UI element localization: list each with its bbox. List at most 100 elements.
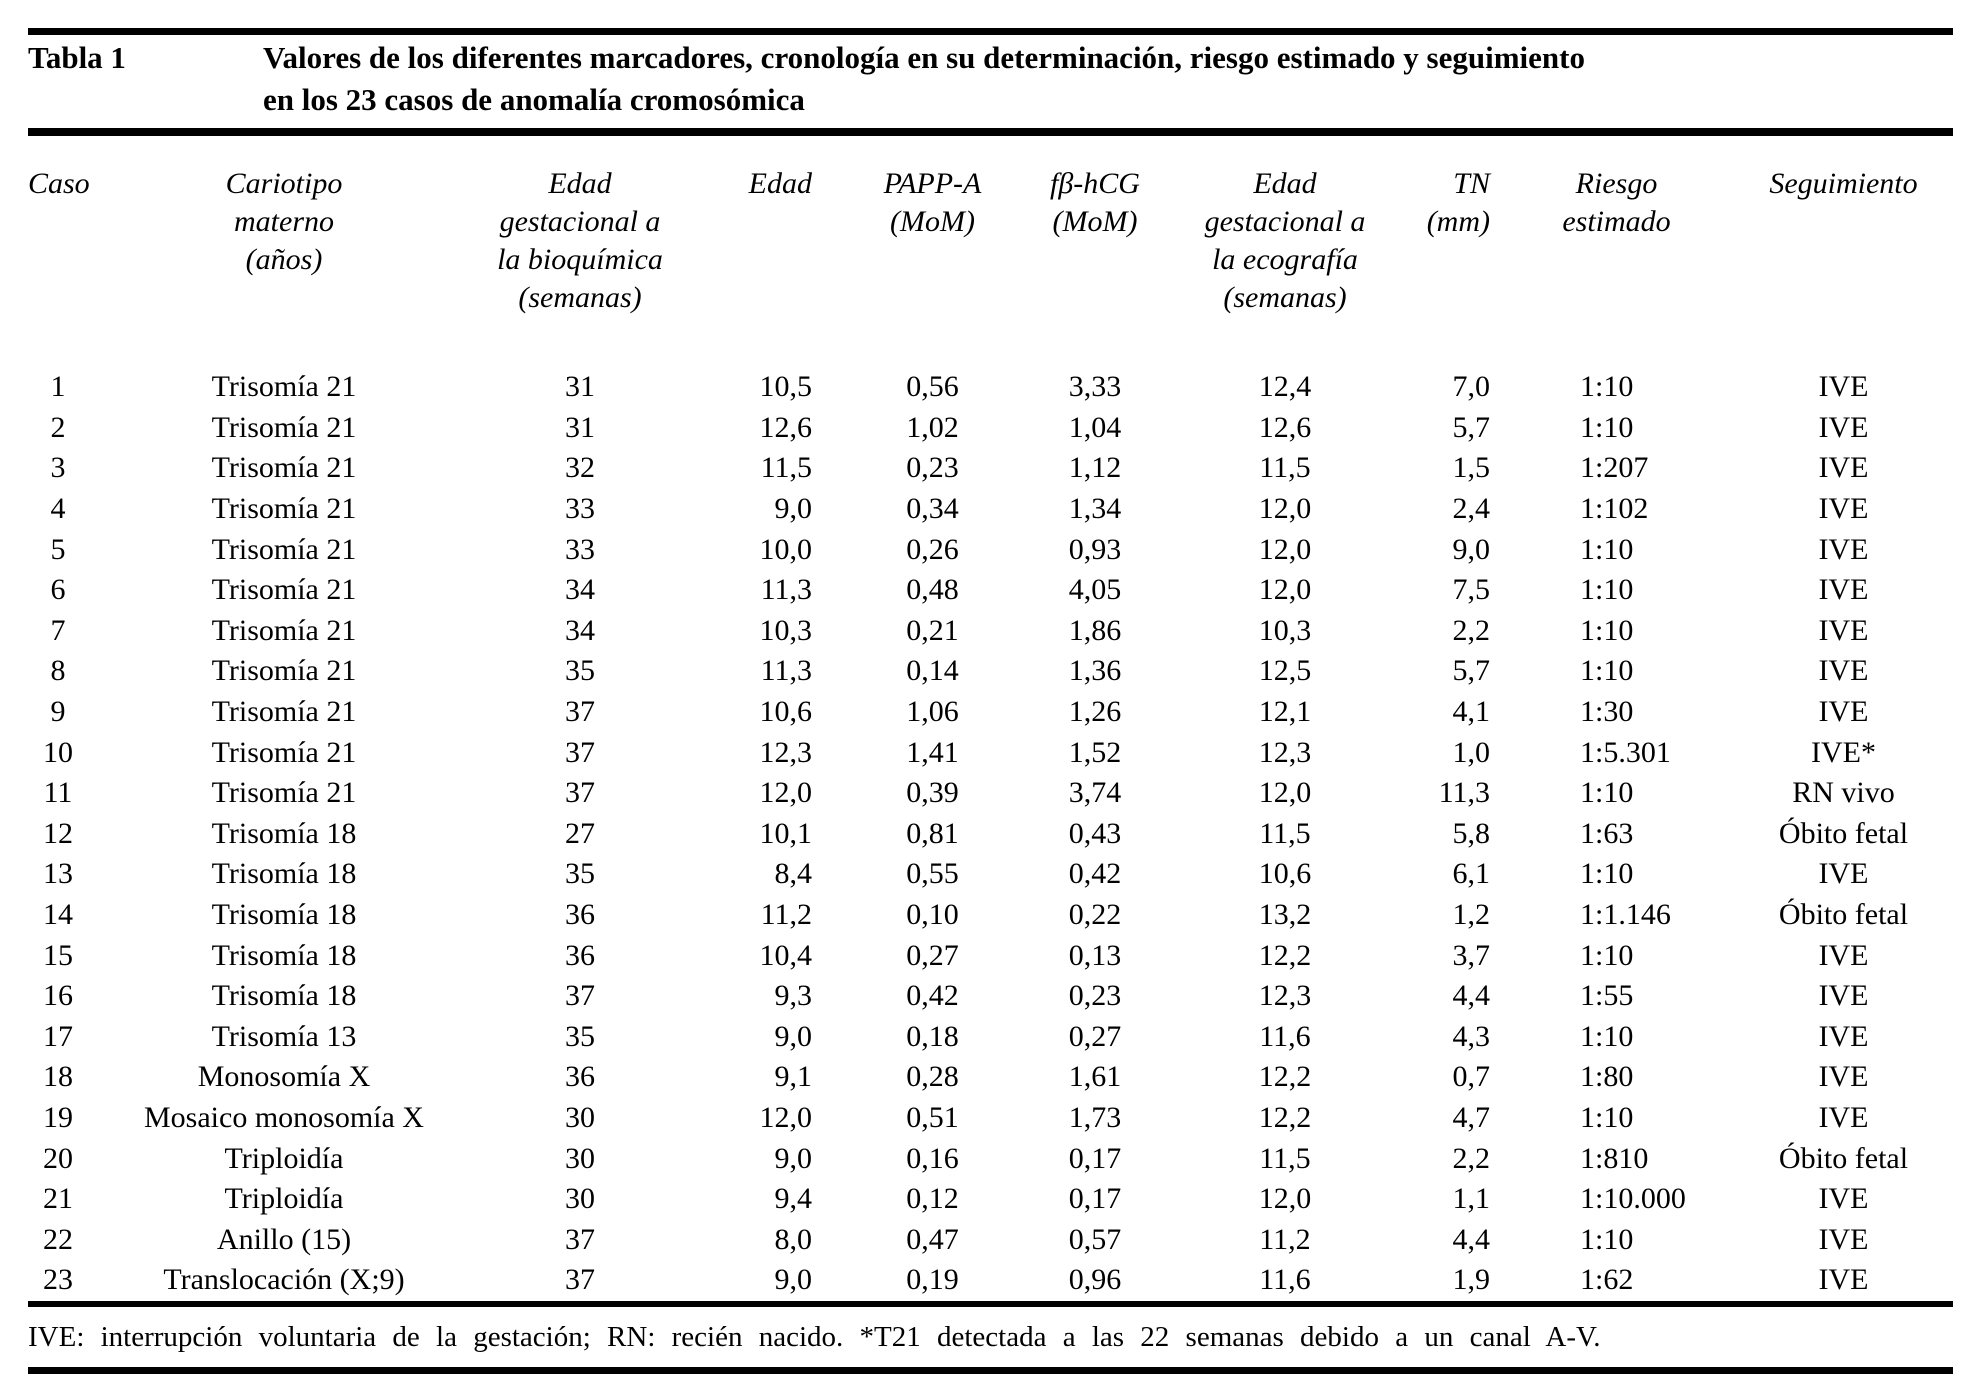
table-cell: 0,43 — [1068, 816, 1122, 850]
table-row: 7 Trisomía 21 34 10,3 0,21 1,86 10,3 2,2 1:10 IVE — [28, 611, 1952, 652]
table-cell: Trisomía 18 — [211, 816, 357, 850]
table-cell: 1:102 — [1580, 492, 1649, 526]
column-header-line: PAPP-A — [883, 167, 982, 200]
table-title-line1: Valores de los diferentes marcadores, cr… — [263, 40, 1585, 75]
table-cell: IVE — [1818, 938, 1869, 972]
table-cell: 2,2 — [1452, 613, 1491, 647]
table-row: 20 Triploidía 30 9,0 0,16 0,17 11,5 2,2 1:810 Óbi… — [28, 1138, 1952, 1179]
table-cell: 0,42 — [906, 979, 959, 1013]
column-header: Caso — [28, 136, 90, 367]
table-cell: 36 — [565, 898, 595, 932]
column-header: Cariotipo materno (años) — [88, 136, 480, 367]
bottom-rule — [28, 1367, 1953, 1374]
table-cell: 9,0 — [774, 1019, 813, 1053]
table-cell: 0,23 — [906, 451, 959, 485]
table-cell: 12,3 — [1258, 735, 1312, 769]
column-header: Edad — [680, 136, 830, 367]
table-cell: 7,0 — [1452, 370, 1491, 404]
table-cell: 35 — [565, 1019, 595, 1053]
table-cell: Monosomía X — [197, 1060, 371, 1094]
column-header-line: Seguimiento — [1769, 167, 1918, 200]
table-cell: Trisomía 21 — [211, 532, 357, 566]
table-cell: 9,0 — [774, 1263, 813, 1297]
table-cell: 0,81 — [906, 816, 959, 850]
table-cell: 37 — [565, 979, 595, 1013]
table-row: 2 Trisomía 21 31 12,6 1,02 1,04 12,6 5,7 1:10 IVE — [28, 408, 1952, 449]
table-cell: Trisomía 21 — [211, 695, 357, 729]
table-cell: 4,1 — [1452, 695, 1491, 729]
table-cell: 10 — [43, 735, 73, 769]
table-cell: 0,10 — [906, 898, 959, 932]
table-cell: 36 — [565, 1060, 595, 1094]
table-cell: 12,3 — [1258, 979, 1312, 1013]
table-cell: 8,0 — [774, 1222, 813, 1256]
table-cell: 2,4 — [1452, 492, 1491, 526]
column-header-line: Edad — [748, 167, 812, 200]
table-title: Valores de los diferentes marcadores, cr… — [263, 37, 1953, 121]
table-cell: 9 — [50, 695, 66, 729]
table-row: 14 Trisomía 18 36 11,2 0,10 0,22 13,2 1,2 1:1.14… — [28, 895, 1952, 936]
table-cell: 30 — [565, 1141, 595, 1175]
table-cell: 0,48 — [906, 573, 959, 607]
table-cell: 10,4 — [759, 938, 813, 972]
table-cell: Trisomía 18 — [211, 857, 357, 891]
table-cell: 10,6 — [1258, 857, 1312, 891]
table-row: 8 Trisomía 21 35 11,3 0,14 1,36 12,5 5,7 1:10 IVE — [28, 651, 1952, 692]
table-cell: 33 — [565, 492, 595, 526]
table-cell: 12,2 — [1258, 1060, 1312, 1094]
table-cell: 1:10 — [1580, 1019, 1634, 1053]
table-cell: 1:5.301 — [1580, 735, 1671, 769]
table-row: 17 Trisomía 13 35 9,0 0,18 0,27 11,6 4,3 1:10 IVE — [28, 1017, 1952, 1058]
table-cell: 0,56 — [906, 370, 959, 404]
table-cell: IVE — [1818, 573, 1869, 607]
table-cell: 1:10 — [1580, 857, 1634, 891]
table-cell: 37 — [565, 735, 595, 769]
column-header-line: Cariotipo — [225, 167, 343, 200]
table-cell: 33 — [565, 532, 595, 566]
table-cell: 11,6 — [1259, 1019, 1311, 1053]
table-cell: 5,7 — [1452, 654, 1491, 688]
table-cell: 22 — [43, 1222, 73, 1256]
table-row: 4 Trisomía 21 33 9,0 0,34 1,34 12,0 2,4 1:102 IVE — [28, 489, 1952, 530]
table-cell: 1,1 — [1452, 1182, 1491, 1216]
table-cell: 9,3 — [774, 979, 813, 1013]
column-header-line: fβ-hCG — [1050, 167, 1140, 200]
column-header-line: (mm) — [1426, 205, 1490, 238]
data-table: Caso Cariotipo materno (años) Edad gestaciona… — [28, 136, 1952, 1301]
table-row: 15 Trisomía 18 36 10,4 0,27 0,13 12,2 3,7 1:10 IV… — [28, 935, 1952, 976]
table-cell: 11,5 — [1259, 1141, 1311, 1175]
table-cell: 0,47 — [906, 1222, 959, 1256]
table-cell: IVE — [1818, 979, 1869, 1013]
table-row: 5 Trisomía 21 33 10,0 0,26 0,93 12,0 9,0 1:10 IVE — [28, 529, 1952, 570]
table-cell: 1:207 — [1580, 451, 1649, 485]
table-cell: 0,42 — [1068, 857, 1122, 891]
table-cell: 0,93 — [1068, 532, 1122, 566]
table-cell: 10,0 — [759, 532, 813, 566]
table-cell: 0,12 — [906, 1182, 959, 1216]
table-cell: RN vivo — [1792, 776, 1895, 810]
table-cell: IVE* — [1811, 735, 1876, 769]
table-cell: Óbito fetal — [1778, 816, 1909, 850]
table-cell: IVE — [1818, 492, 1869, 526]
table-cell: 23 — [43, 1263, 73, 1297]
column-header-line: gestacional a — [1204, 205, 1366, 238]
table-cell: 10,6 — [759, 695, 813, 729]
table-cell: 1:10 — [1580, 613, 1634, 647]
table-cell: 0,7 — [1452, 1060, 1491, 1094]
table-cell: Trisomía 18 — [211, 898, 357, 932]
table-cell: Trisomía 13 — [211, 1019, 357, 1053]
table-cell: 12,0 — [759, 776, 813, 810]
table-row: 10 Trisomía 21 37 12,3 1,41 1,52 12,3 1,0 1:5.30… — [28, 732, 1952, 773]
table-cell: Trisomía 21 — [211, 654, 357, 688]
table-cell: 17 — [43, 1019, 73, 1053]
table-cell: 1:80 — [1580, 1060, 1634, 1094]
table-cell: Trisomía 21 — [211, 573, 357, 607]
table-cell: 1:10 — [1580, 654, 1634, 688]
table-cell: 7,5 — [1452, 573, 1491, 607]
table-cell: 0,17 — [1068, 1141, 1122, 1175]
table-cell: 12,2 — [1258, 1100, 1312, 1134]
table-cell: 4,4 — [1452, 1222, 1491, 1256]
table-cell: 4,05 — [1068, 573, 1122, 607]
table-cell: Triploidía — [224, 1141, 344, 1175]
